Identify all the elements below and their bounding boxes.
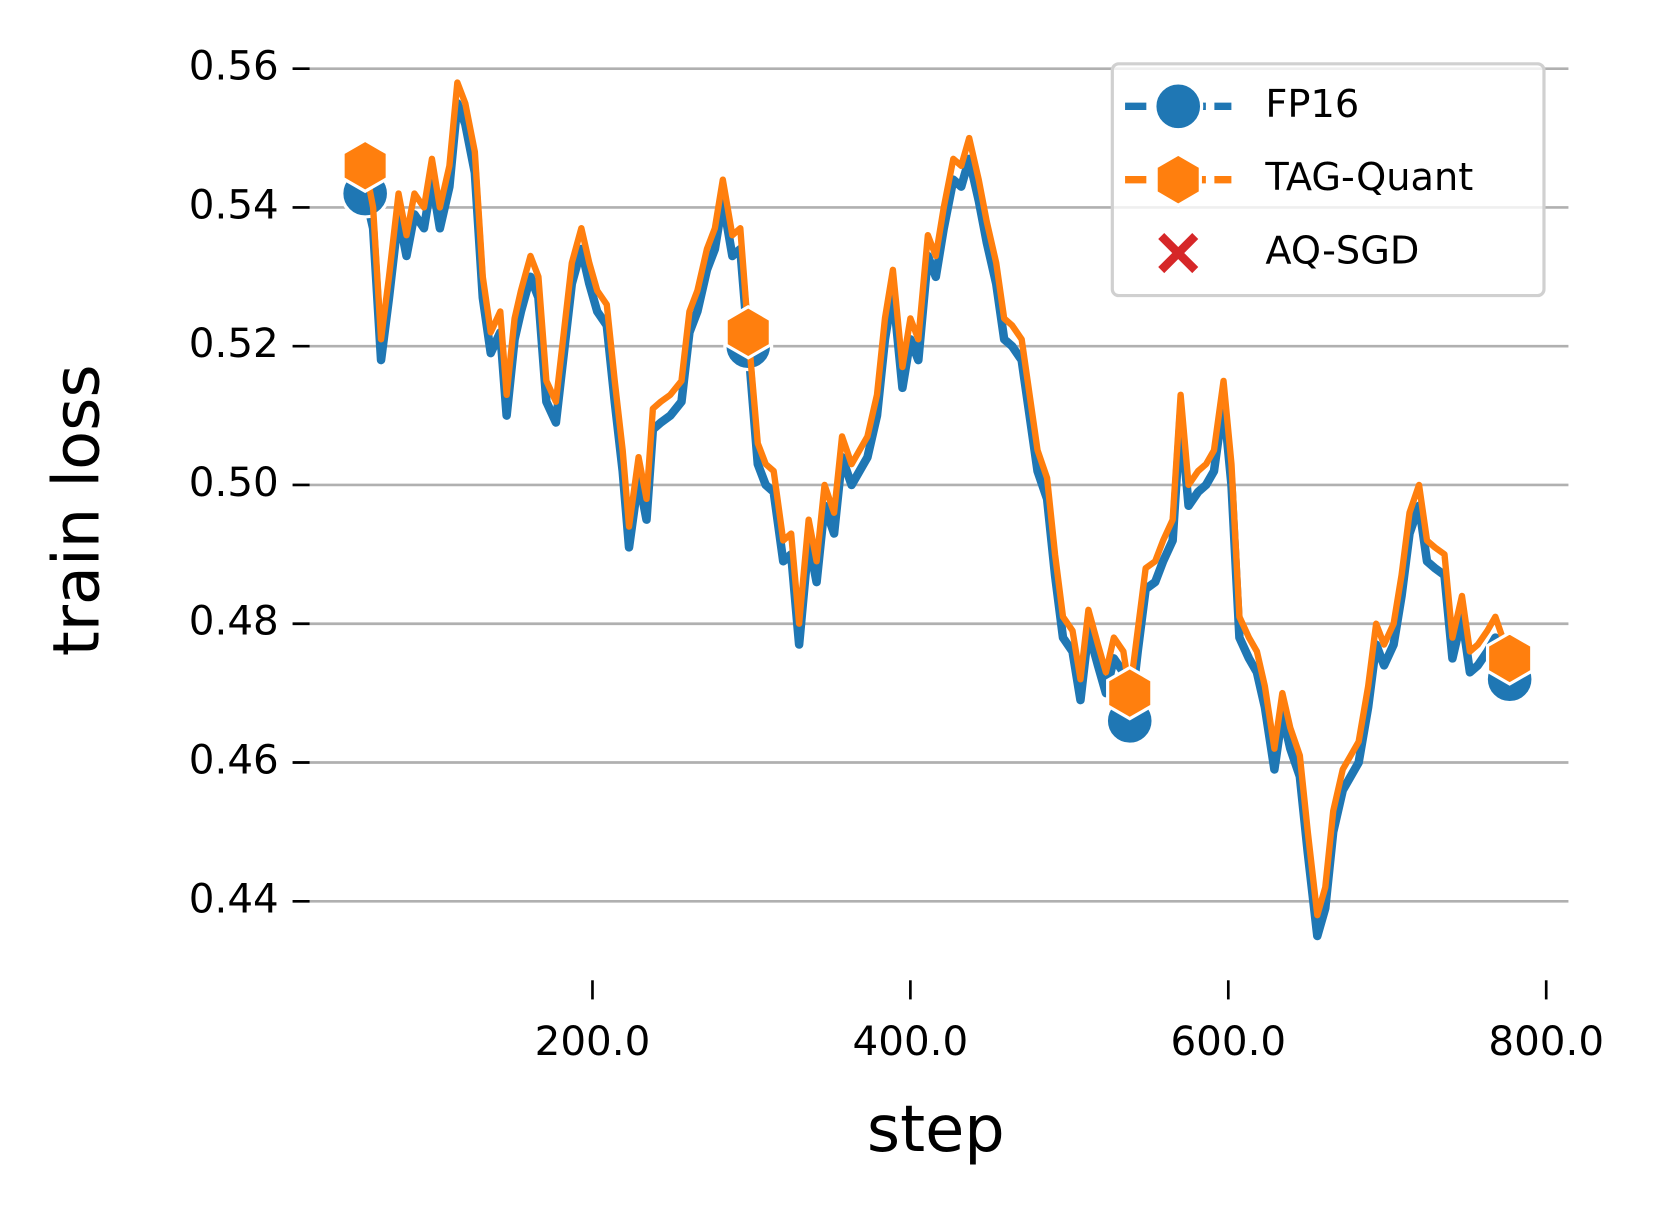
x-tick-label: 800.0 [1488,1017,1604,1065]
legend-label: TAG-Quant [1264,155,1473,200]
y-tick-label: 0.48 [189,597,279,645]
series-line [362,79,1513,919]
marker [1158,233,1199,274]
x-tick-label: 200.0 [535,1017,651,1065]
y-tick-label: 0.44 [189,874,279,922]
legend-label: FP16 [1265,82,1359,127]
marker [1485,631,1534,686]
x-tick-label: 600.0 [1170,1017,1286,1065]
x-tick-label: 400.0 [853,1017,969,1065]
legend-label: AQ-SGD [1265,229,1419,274]
y-axis-label: train loss [41,364,115,656]
y-tick-label: 0.50 [189,458,279,506]
legend: FP16 TAG-Quant AQ-SGD [1110,62,1546,298]
marker [1106,665,1154,721]
y-tick-label: 0.52 [189,319,279,367]
marker [341,138,389,194]
legend-box [1110,62,1546,298]
y-tick-label: 0.56 [189,42,279,90]
y-tick-label: 0.46 [189,736,279,784]
marker [1153,81,1204,132]
marker [1154,152,1202,208]
y-tick-label: 0.54 [189,180,279,228]
x-axis-label: step [867,1093,1005,1167]
marker [724,304,772,360]
